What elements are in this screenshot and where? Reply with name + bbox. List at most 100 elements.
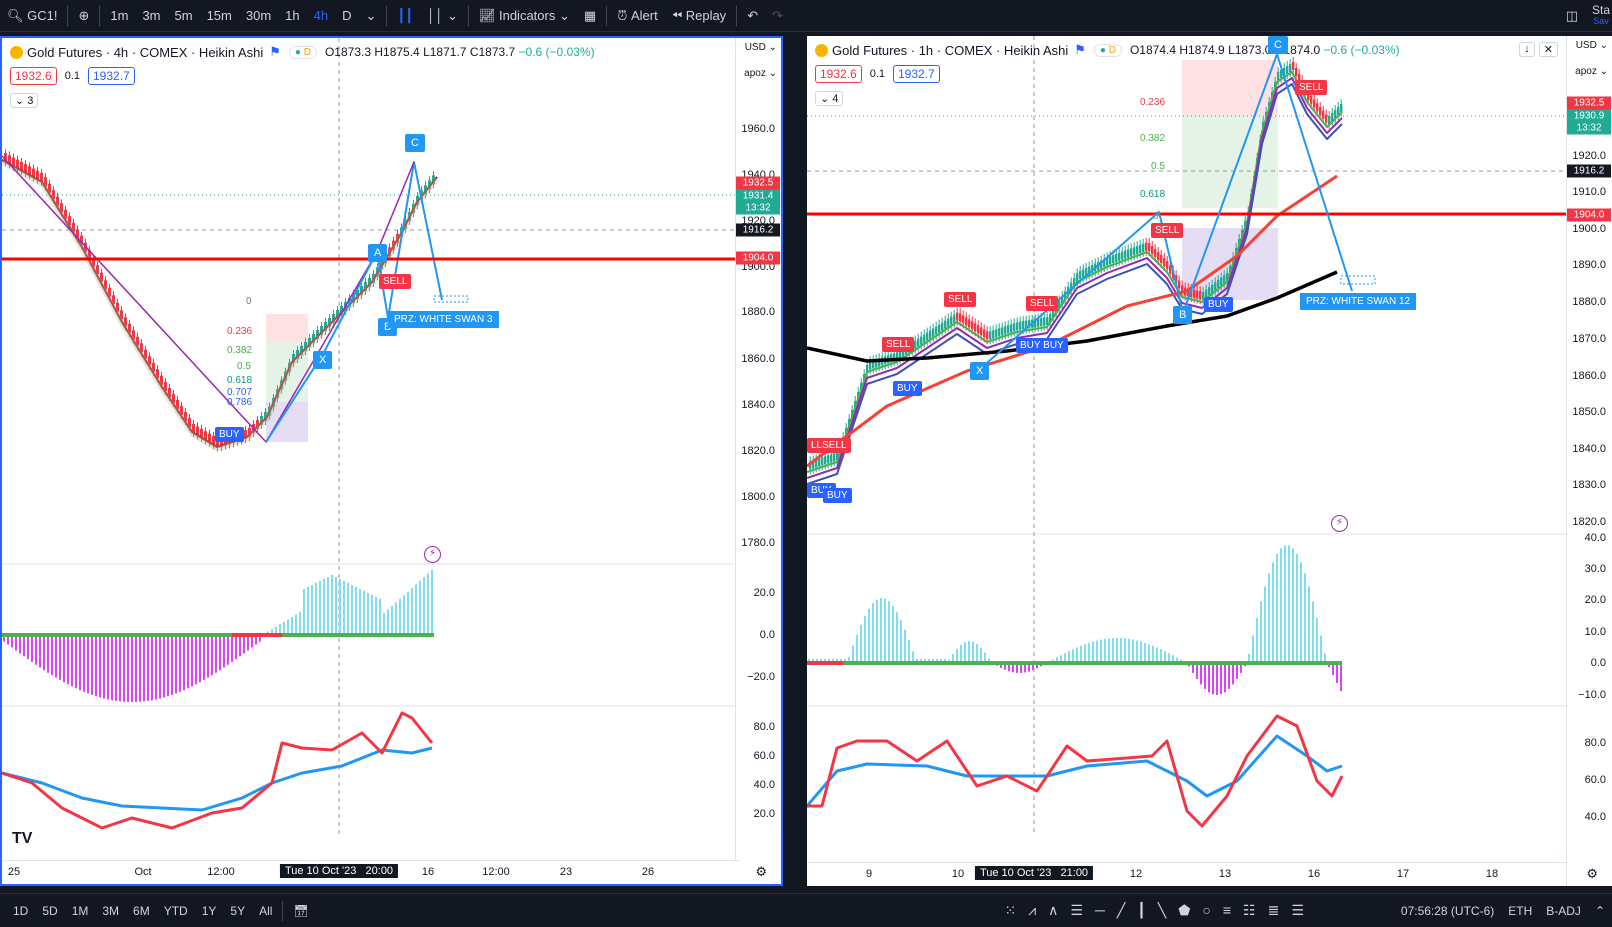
channel-tool-icon[interactable]: ≡ <box>1222 902 1232 918</box>
range-3m[interactable]: 3M <box>102 903 120 918</box>
chevron-down-icon: ⌄ <box>1599 66 1608 77</box>
chart-pane-left[interactable]: Gold Futures · 4h · COMEX · Heikin Ashi … <box>0 36 783 886</box>
settings-gear-icon[interactable]: ⚙︎ <box>755 864 767 879</box>
left-change: −0.6 (−0.03%) <box>518 45 595 59</box>
fib-tool-icon[interactable]: ☰ <box>1070 902 1083 918</box>
interval-1m[interactable]: 1m <box>110 8 129 23</box>
indicators-button[interactable]: 📈︎ Indicators ⌄ <box>472 0 577 32</box>
right-scale-mode[interactable]: apoz ⌄ <box>1575 66 1608 77</box>
range-ytd[interactable]: YTD <box>163 903 188 918</box>
range-5d[interactable]: 5D <box>42 903 58 918</box>
time-label: 17 <box>1396 868 1410 880</box>
right-symbol-title[interactable]: Gold Futures · 1h · COMEX · Heikin Ashi <box>832 42 1069 58</box>
left-price-scale[interactable]: USD ⌄ apoz ⌄ 1960.0 1940.0 1920.0 1900.0… <box>735 38 781 884</box>
adjust-toggle[interactable]: B-ADJ <box>1546 903 1581 918</box>
indicators-label: Indicators <box>498 8 556 23</box>
interval-3m[interactable]: 3m <box>142 8 161 23</box>
bar-style-button[interactable]: ┃┃ <box>390 0 420 32</box>
collapse-panel-button[interactable]: ⌃ <box>1588 904 1612 918</box>
left-currency-select[interactable]: USD ⌄ <box>745 42 777 53</box>
close-pane-icon[interactable]: ✕ <box>1538 42 1558 57</box>
hline-tool-icon[interactable]: ─ <box>1094 902 1105 918</box>
abcd-tool-icon[interactable]: ∧ <box>1048 902 1059 918</box>
arrow-down-icon[interactable]: ↓ <box>1519 42 1535 57</box>
layout-button[interactable]: ◫ <box>1559 0 1585 32</box>
interval-30m[interactable]: 30m <box>245 8 272 23</box>
xabcd-tool-icon[interactable]: ⬟ <box>1178 902 1191 918</box>
pattern-tool-icon[interactable]: ⩘ <box>1028 902 1037 918</box>
settings-gear-icon[interactable]: ⚙︎ <box>1586 866 1598 881</box>
range-5y[interactable]: 5Y <box>230 903 246 918</box>
goto-date-button[interactable]: 📅︎ <box>286 904 315 918</box>
bars-tool-icon[interactable]: ┃ <box>1137 902 1146 918</box>
right-currency-select[interactable]: USD ⌄ <box>1576 40 1608 51</box>
undo-button[interactable]: ↶ <box>740 0 765 32</box>
grip-icon[interactable]: ⁙ <box>1004 902 1017 918</box>
left-time-axis[interactable]: 25 Oct 12:00 Tue 10 Oct '23 20:00 16 12:… <box>2 860 739 884</box>
flag-icon[interactable]: ⚑ <box>269 44 281 59</box>
interval-4h[interactable]: 4h <box>313 8 329 23</box>
fib-level-0618: 0.618 <box>227 375 253 386</box>
right-currency-label: USD <box>1575 40 1597 51</box>
pattern-line-ac <box>376 161 415 253</box>
search-icon: 🔍︎ <box>7 7 24 23</box>
alert-button[interactable]: ⏰︎ Alert <box>610 0 665 32</box>
trend-tool-icon[interactable]: ╲ <box>1157 902 1167 918</box>
range-1m[interactable]: 1M <box>71 903 89 918</box>
circle-tool-icon[interactable]: ○ <box>1202 902 1211 918</box>
candles-icon: ┃┃ <box>397 7 414 23</box>
right-price-scale[interactable]: USD ⌄ apoz ⌄ 1920.0 1910.0 1900.0 1890.0… <box>1566 36 1612 886</box>
templates-button[interactable]: ▦ <box>577 0 603 32</box>
bar-style-alt-button[interactable]: ││ ⌄ <box>420 0 465 32</box>
event-bolt-icon[interactable]: ⚡︎ <box>1331 515 1348 532</box>
save-status[interactable]: Sta Sav <box>1585 0 1612 32</box>
right-collapse-indicators[interactable]: ⌄ 4 <box>815 91 844 106</box>
left-chart-canvas[interactable] <box>2 38 739 862</box>
level-price-label: 1904.0 <box>736 251 780 265</box>
flag-icon[interactable]: ⚑ <box>1074 42 1086 57</box>
session-toggle[interactable]: ETH <box>1508 903 1533 918</box>
left-sell-price[interactable]: 1932.6 <box>10 67 57 85</box>
left-scale-mode[interactable]: apoz ⌄ <box>744 68 777 79</box>
moving-average-line <box>807 83 1343 485</box>
interval-1h[interactable]: 1h <box>285 8 300 23</box>
symbol-label: GC1! <box>27 8 58 23</box>
rsi-tick: 60.0 <box>1584 774 1606 786</box>
position-tool-icon[interactable]: ≣ <box>1267 902 1280 918</box>
ray-tool-icon[interactable]: ╱ <box>1116 902 1126 918</box>
right-chart-canvas[interactable] <box>807 36 1566 862</box>
pane-divider[interactable] <box>785 36 807 886</box>
menu-tool-icon[interactable]: ☰ <box>1291 902 1304 918</box>
clock-display[interactable]: 07:56:28 (UTC-6) <box>1400 903 1495 918</box>
range-all[interactable]: All <box>259 903 273 918</box>
right-buy-price[interactable]: 1932.7 <box>893 65 940 83</box>
gold-logo-icon <box>10 45 23 59</box>
interval-5m[interactable]: 5m <box>174 8 193 23</box>
right-spread: 0.1 <box>869 68 885 80</box>
range-1y[interactable]: 1Y <box>201 903 217 918</box>
left-trade-box: 1932.6 0.1 1932.7 <box>10 67 135 85</box>
interval-15m[interactable]: 15m <box>206 8 232 23</box>
fib-level-05: 0.5 <box>1151 161 1165 172</box>
replay-button[interactable]: ⏪︎ Replay <box>665 0 734 32</box>
left-buy-price[interactable]: 1932.7 <box>88 67 135 85</box>
left-spread: 0.1 <box>64 70 80 82</box>
rewind-icon: ⏪︎ <box>671 7 683 23</box>
tradingview-logo[interactable]: TV <box>12 830 33 847</box>
levels-tool-icon[interactable]: ☷ <box>1243 902 1256 918</box>
redo-button[interactable]: ↷ <box>765 0 790 32</box>
left-symbol-title[interactable]: Gold Futures · 4h · COMEX · Heikin Ashi <box>27 44 264 60</box>
interval-dropdown[interactable]: ⌄ <box>359 0 384 32</box>
alert-label: Alert <box>630 8 658 23</box>
right-sell-price[interactable]: 1932.6 <box>815 65 862 83</box>
left-collapse-indicators[interactable]: ⌄ 3 <box>10 93 39 108</box>
interval-d[interactable]: D <box>342 8 352 23</box>
fib-level-0: 0 <box>246 296 252 307</box>
chart-pane-right[interactable]: Gold Futures · 1h · COMEX · Heikin Ashi … <box>807 36 1612 886</box>
right-time-axis[interactable]: 9 10 Tue 10 Oct '23 21:00 12 13 16 17 18 <box>807 862 1566 886</box>
range-6m[interactable]: 6M <box>133 903 150 918</box>
compare-button[interactable]: ⊕ <box>71 0 96 32</box>
range-1d[interactable]: 1D <box>13 903 29 918</box>
event-bolt-icon[interactable]: ⚡︎ <box>424 546 441 563</box>
symbol-search[interactable]: 🔍︎ GC1! <box>0 0 64 32</box>
